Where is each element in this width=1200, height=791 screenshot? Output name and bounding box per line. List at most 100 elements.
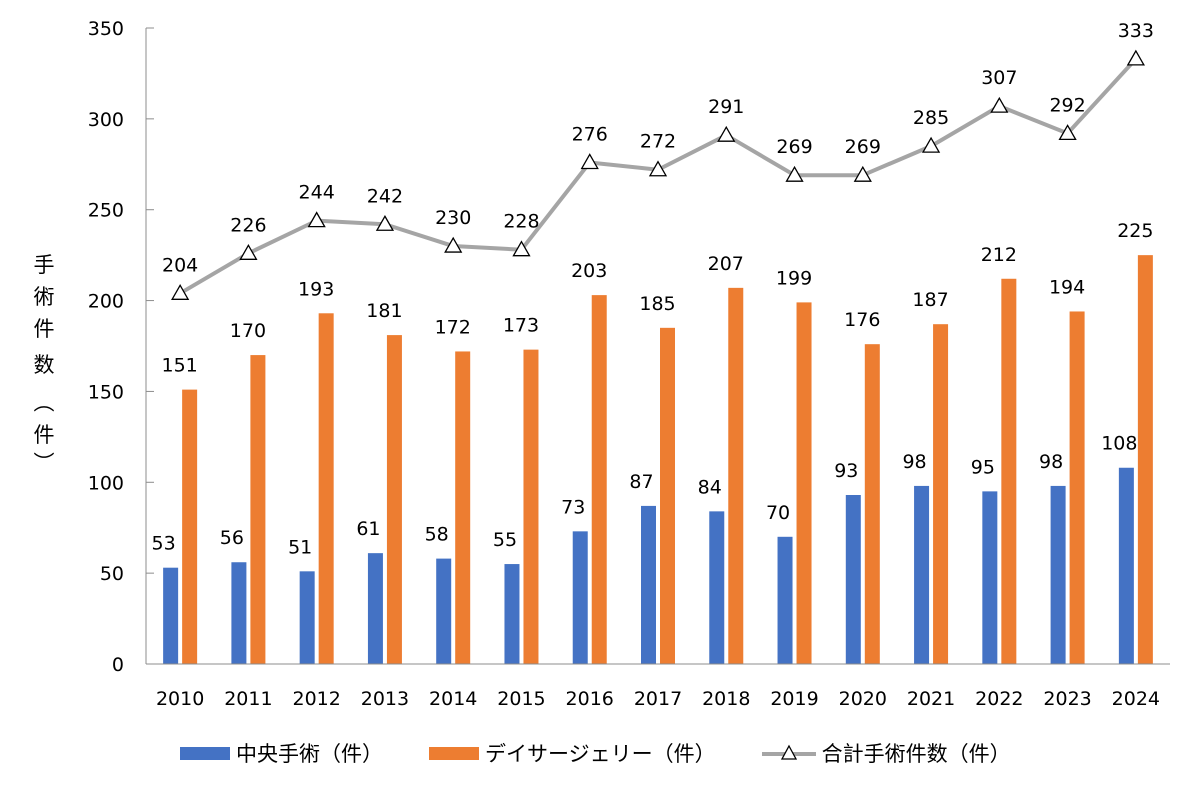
x-tick-label: 2018 [702,688,750,710]
data-label-total: 226 [230,214,266,236]
data-label-total: 333 [1118,20,1154,42]
x-tick-label: 2024 [1112,688,1160,710]
y-label-char: 件 [34,423,55,447]
data-label-central-surgery: 61 [356,518,380,540]
bar-day-surgery [660,327,675,664]
y-label-char: 数 [34,353,55,377]
total-marker [307,211,326,228]
data-label-central-surgery: 93 [834,460,858,482]
y-label-char: 件 [34,317,55,341]
legend-label: デイサージェリー（件） [485,742,716,766]
total-marker [171,283,190,300]
legend-swatch-orange [429,746,479,760]
data-label-total: 269 [845,136,881,158]
data-label-central-surgery: 108 [1101,433,1137,455]
data-label-central-surgery: 53 [152,533,176,555]
y-label-char: （ [31,392,55,413]
bar-day-surgery [318,313,334,664]
total-marker [853,165,872,182]
data-label-day-surgery: 199 [776,267,812,289]
bar-day-surgery [728,287,744,664]
legend-item-central-surgery: 中央手術（件） [180,738,383,768]
bar-day-surgery [386,335,402,664]
data-label-day-surgery: 203 [571,260,607,282]
data-label-day-surgery: 193 [298,278,334,300]
bar-central-surgery [504,564,520,664]
data-label-total: 230 [435,207,471,229]
bar-central-surgery [777,536,793,664]
data-label-central-surgery: 56 [220,527,244,549]
data-label-total: 285 [913,107,949,129]
data-label-central-surgery: 55 [493,529,517,551]
total-line-series [171,49,1145,300]
data-label-central-surgery: 87 [629,471,653,493]
legend-swatch-blue [180,746,230,760]
x-tick-label: 2023 [1043,688,1091,710]
total-marker [512,240,531,257]
data-label-day-surgery: 176 [844,309,880,331]
bar-day-surgery [864,344,880,664]
data-label-total: 307 [981,67,1017,89]
x-tick-label: 2015 [497,688,545,710]
x-tick-label: 2020 [839,688,887,710]
data-label-day-surgery: 212 [981,244,1017,266]
y-tick-label: 250 [88,200,124,222]
data-label-central-surgery: 58 [425,524,449,546]
total-marker [785,165,804,182]
bar-central-surgery [709,511,725,664]
bar-day-surgery [933,324,949,664]
y-tick-label: 150 [88,381,124,403]
bar-day-surgery [796,302,812,664]
data-label-total: 292 [1049,94,1085,116]
data-label-total: 228 [503,211,539,233]
data-label-day-surgery: 207 [708,253,744,275]
bars [163,255,1153,664]
x-tick-label: 2013 [361,688,409,710]
y-tick-label: 300 [88,109,124,131]
data-label-day-surgery: 185 [639,293,675,315]
data-label-total: 269 [776,136,812,158]
total-marker [921,136,941,153]
y-tick-label: 200 [88,291,124,313]
bar-day-surgery [455,351,471,664]
data-label-central-surgery: 70 [766,502,790,524]
data-label-total: 291 [708,96,744,118]
bar-central-surgery [914,485,930,664]
total-marker [444,236,463,253]
data-label-total: 242 [367,185,403,207]
data-label-central-surgery: 73 [561,496,585,518]
data-label-day-surgery: 173 [503,315,539,337]
total-marker [1058,124,1077,141]
y-tick-label: 350 [88,18,124,40]
bar-central-surgery [641,505,656,664]
bar-central-surgery [231,562,247,664]
triangle-icon [780,744,797,760]
x-tick-label: 2012 [292,688,340,710]
bar-central-surgery [1118,467,1134,664]
bar-central-surgery [845,495,861,664]
y-tick-label: 100 [88,472,124,494]
bar-day-surgery [250,355,266,664]
bar-day-surgery [1001,278,1017,664]
bar-central-surgery [299,571,315,664]
total-marker [580,153,599,170]
bar-day-surgery [1137,255,1153,664]
legend-label: 合計手術件数（件） [821,742,1011,766]
data-label-central-surgery: 51 [288,536,312,558]
data-label-central-surgery: 98 [902,451,926,473]
data-label-central-surgery: 84 [698,476,722,498]
bar-central-surgery [367,553,383,664]
data-label-total: 244 [299,182,335,204]
total-marker [990,96,1009,113]
data-label-day-surgery: 170 [230,320,266,342]
data-label-central-surgery: 98 [1039,451,1063,473]
y-axis: 0 50 100 150 200 250 300 350 [88,18,154,676]
bar-day-surgery [182,389,198,664]
y-label-char: ） [31,452,55,473]
x-tick-label: 2014 [429,688,477,710]
bar-central-surgery [982,491,998,664]
data-label-total: 276 [572,123,608,145]
y-label-char: 術 [34,285,55,309]
data-label-day-surgery: 194 [1049,276,1085,298]
x-tick-label: 2011 [224,688,272,710]
